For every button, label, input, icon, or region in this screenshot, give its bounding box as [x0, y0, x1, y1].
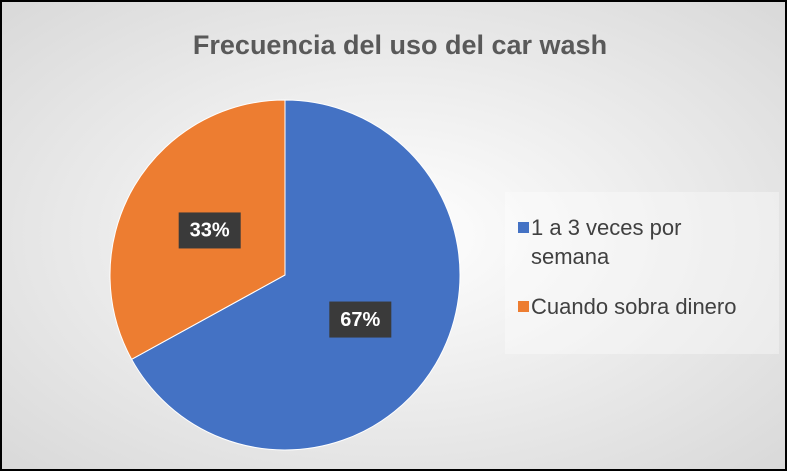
legend-swatch: [518, 222, 529, 233]
legend-label: 1 a 3 veces por semana: [531, 215, 682, 269]
data-label: 67%: [340, 309, 380, 331]
data-label-box: [178, 212, 241, 249]
data-label-box: [329, 301, 392, 338]
legend-item: Cuando sobra dinero: [518, 292, 776, 321]
legend: 1 a 3 veces por semana Cuando sobra diner…: [505, 192, 779, 354]
legend-swatch: [518, 301, 529, 312]
pie-slice: [130, 99, 461, 451]
data-label: 33%: [190, 220, 230, 242]
legend-item: 1 a 3 veces por semana: [518, 213, 776, 271]
legend-label: Cuando sobra dinero: [531, 294, 737, 319]
chart-title: Frecuencia del uso del car wash: [193, 30, 607, 60]
